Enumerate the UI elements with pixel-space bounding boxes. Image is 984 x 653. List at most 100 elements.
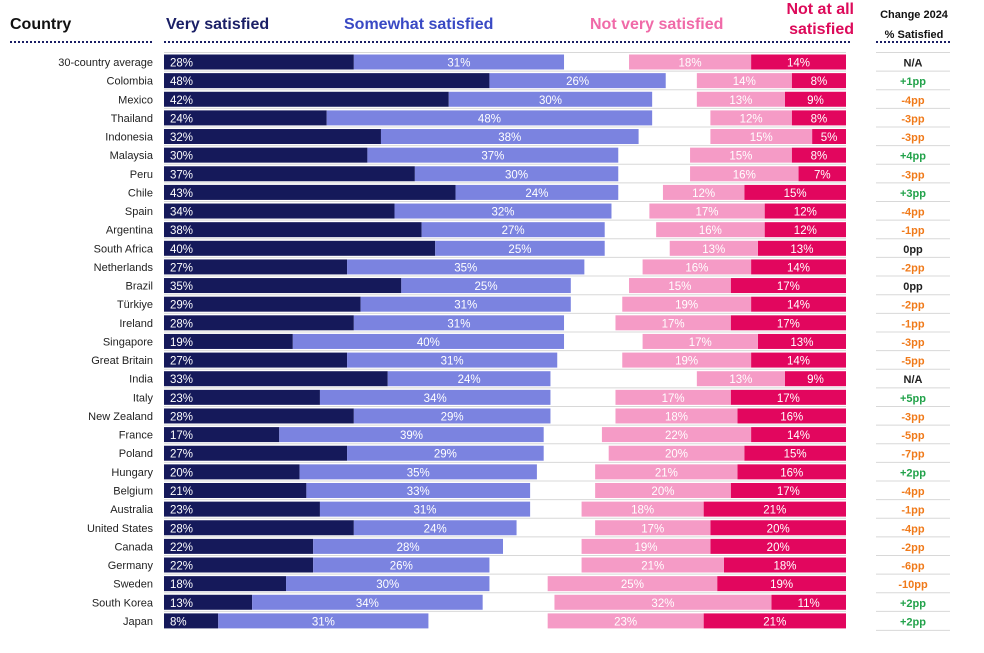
somewhat-satisfied-label: 31% bbox=[312, 616, 335, 628]
very-satisfied-label: 42% bbox=[170, 95, 193, 107]
change-value: -3pp bbox=[901, 337, 925, 349]
not-at-all-satisfied-bar bbox=[744, 445, 846, 461]
change-value: +2pp bbox=[900, 616, 926, 628]
somewhat-satisfied-bar bbox=[326, 110, 653, 126]
country-label: Colombia bbox=[107, 76, 154, 88]
very-satisfied-label: 48% bbox=[170, 76, 193, 88]
very-satisfied-label: 37% bbox=[170, 169, 193, 181]
change-value: -3pp bbox=[901, 132, 925, 144]
somewhat-satisfied-label: 31% bbox=[441, 356, 464, 368]
somewhat-satisfied-label: 31% bbox=[447, 58, 470, 70]
very-satisfied-bar bbox=[164, 222, 422, 238]
country-label: India bbox=[129, 374, 154, 386]
change-value: -1pp bbox=[901, 318, 925, 330]
not-at-all-satisfied-label: 15% bbox=[784, 188, 807, 200]
somewhat-satisfied-label: 35% bbox=[454, 262, 477, 274]
very-satisfied-bar bbox=[164, 594, 253, 610]
not-at-all-satisfied-bar bbox=[784, 371, 846, 387]
country-label: South Korea bbox=[92, 597, 154, 609]
not-at-all-satisfied-bar bbox=[791, 110, 846, 126]
change-value: -6pp bbox=[901, 561, 925, 573]
very-satisfied-bar bbox=[164, 73, 490, 89]
somewhat-satisfied-bar bbox=[347, 445, 544, 461]
not-very-satisfied-label: 19% bbox=[634, 542, 657, 554]
somewhat-satisfied-label: 39% bbox=[400, 430, 423, 442]
not-at-all-satisfied-bar bbox=[703, 501, 846, 517]
not-very-satisfied-bar bbox=[629, 278, 731, 294]
very-satisfied-label: 30% bbox=[170, 151, 193, 163]
very-satisfied-bar bbox=[164, 203, 395, 219]
not-very-satisfied-bar bbox=[649, 203, 765, 219]
somewhat-satisfied-label: 31% bbox=[447, 318, 470, 330]
not-very-satisfied-bar bbox=[656, 222, 765, 238]
not-very-satisfied-label: 16% bbox=[733, 169, 756, 181]
somewhat-satisfied-label: 25% bbox=[475, 281, 498, 293]
not-at-all-satisfied-label: 12% bbox=[794, 225, 817, 237]
not-at-all-satisfied-label: 8% bbox=[811, 113, 828, 125]
country-label: France bbox=[119, 430, 153, 442]
very-satisfied-bar bbox=[164, 389, 320, 405]
very-satisfied-label: 32% bbox=[170, 132, 193, 144]
not-very-satisfied-label: 15% bbox=[668, 281, 691, 293]
very-satisfied-label: 27% bbox=[170, 356, 193, 368]
somewhat-satisfied-bar bbox=[455, 184, 619, 200]
somewhat-satisfied-bar bbox=[286, 576, 490, 592]
very-satisfied-bar bbox=[164, 352, 348, 368]
very-satisfied-label: 23% bbox=[170, 505, 193, 517]
very-satisfied-bar bbox=[164, 464, 300, 480]
very-satisfied-label: 21% bbox=[170, 486, 193, 498]
not-at-all-satisfied-bar bbox=[710, 538, 846, 554]
change-value: -1pp bbox=[901, 505, 925, 517]
country-label: Canada bbox=[114, 541, 153, 553]
somewhat-satisfied-label: 29% bbox=[441, 411, 464, 423]
change-value: 0pp bbox=[903, 281, 923, 293]
not-very-satisfied-label: 21% bbox=[641, 561, 664, 573]
very-satisfied-label: 40% bbox=[170, 244, 193, 256]
not-very-satisfied-label: 17% bbox=[641, 523, 664, 535]
change-value: -4pp bbox=[901, 486, 925, 498]
somewhat-satisfied-bar bbox=[448, 91, 653, 107]
not-very-satisfied-label: 20% bbox=[665, 449, 688, 461]
country-label: Mexico bbox=[118, 94, 153, 106]
change-column-header: Change 2024 % Satisfied bbox=[868, 5, 960, 45]
not-very-satisfied-label: 13% bbox=[729, 374, 752, 386]
very-satisfied-label: 8% bbox=[170, 616, 187, 628]
country-label: Chile bbox=[128, 187, 153, 199]
very-satisfied-bar bbox=[164, 501, 320, 517]
very-satisfied-label: 22% bbox=[170, 542, 193, 554]
not-very-satisfied-bar bbox=[615, 389, 731, 405]
somewhat-satisfied-label: 38% bbox=[498, 132, 521, 144]
somewhat-satisfied-bar bbox=[279, 427, 544, 443]
country-label: Thailand bbox=[111, 113, 153, 125]
not-at-all-satisfied-bar bbox=[717, 576, 846, 592]
very-satisfied-label: 17% bbox=[170, 430, 193, 442]
somewhat-satisfied-bar bbox=[347, 259, 585, 275]
not-very-satisfied-bar bbox=[622, 352, 752, 368]
very-satisfied-bar bbox=[164, 129, 381, 145]
country-label: South Africa bbox=[94, 243, 154, 255]
somewhat-satisfied-bar bbox=[353, 315, 565, 331]
very-satisfied-bar bbox=[164, 538, 314, 554]
not-at-all-satisfied-bar bbox=[791, 73, 846, 89]
not-very-satisfied-bar bbox=[554, 594, 772, 610]
somewhat-satisfied-bar bbox=[387, 371, 551, 387]
somewhat-satisfied-label: 35% bbox=[407, 467, 430, 479]
country-column-header: Country bbox=[10, 16, 72, 33]
country-label: Belgium bbox=[113, 485, 153, 497]
very-satisfied-bar bbox=[164, 520, 354, 536]
very-satisfied-bar bbox=[164, 315, 354, 331]
not-at-all-satisfied-bar bbox=[751, 427, 846, 443]
very-satisfied-bar bbox=[164, 557, 314, 573]
not-very-satisfied-bar bbox=[696, 73, 792, 89]
not-at-all-satisfied-bar bbox=[751, 259, 846, 275]
not-very-satisfied-bar bbox=[710, 110, 792, 126]
not-very-satisfied-label: 12% bbox=[740, 113, 763, 125]
country-label: Germany bbox=[108, 560, 154, 572]
somewhat-satisfied-label: 26% bbox=[566, 76, 589, 88]
not-very-satisfied-label: 17% bbox=[662, 318, 685, 330]
not-very-satisfied-label: 18% bbox=[631, 505, 654, 517]
not-at-all-satisfied-bar bbox=[730, 315, 846, 331]
somewhat-satisfied-label: 25% bbox=[508, 244, 531, 256]
very-satisfied-bar bbox=[164, 91, 449, 107]
